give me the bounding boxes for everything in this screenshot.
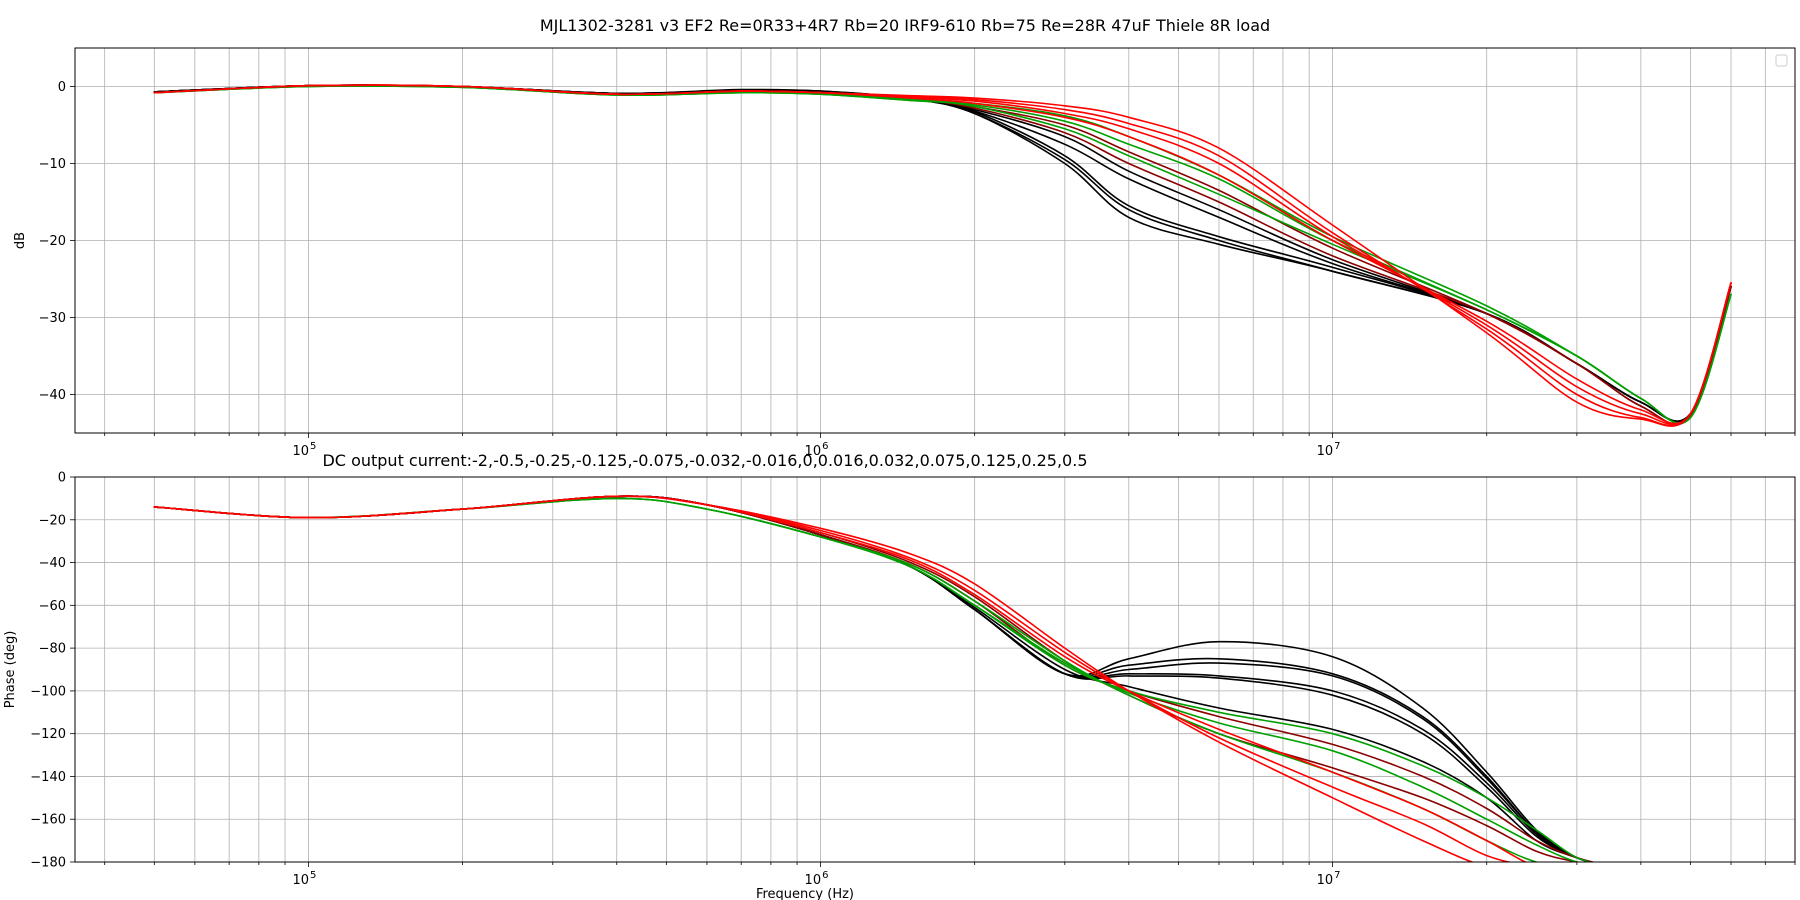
phase-xtick-exponent: 7 <box>1334 870 1340 881</box>
phase-ytick-label: −100 <box>30 684 66 699</box>
mag-series-group <box>153 84 1732 427</box>
mag-xtick-exponent: 7 <box>1334 441 1340 452</box>
phase-xlabel: Frequency (Hz) <box>756 887 854 900</box>
phase-ylabel: Phase (deg) <box>3 631 18 709</box>
phase-panel-title: DC output current:-2,-0.5,-0.25,-0.125,-… <box>322 451 1087 470</box>
phase-ytick-label: −40 <box>39 556 66 571</box>
phase-xtick-exponent: 6 <box>822 870 828 881</box>
phase-ytick-label: −80 <box>39 642 66 657</box>
mag-ytick-label: 0 <box>58 80 66 95</box>
mag-series-line-14 <box>153 84 1732 427</box>
mag-xtick-exponent: 6 <box>822 441 828 452</box>
legend-box <box>1775 54 1788 67</box>
phase-axes-frame <box>74 476 1796 863</box>
phase-ytick-label: −120 <box>30 727 66 742</box>
mag-ytick-label: −20 <box>39 234 66 249</box>
phase-ytick-label: −140 <box>30 770 66 785</box>
mag-xtick-exponent: 5 <box>310 441 316 452</box>
figure-title: MJL1302-3281 v3 EF2 Re=0R33+4R7 Rb=20 IR… <box>540 16 1270 35</box>
phase-ytick-label: −180 <box>30 856 66 871</box>
phase-ytick-label: −20 <box>39 513 66 528</box>
mag-ylabel: dB <box>13 232 28 249</box>
phase-ytick-label: −60 <box>39 599 66 614</box>
phase-series-line-14 <box>153 495 1475 862</box>
mag-ytick-label: −10 <box>39 157 66 172</box>
phase-ytick-label: 0 <box>58 471 66 486</box>
phase-series-group <box>153 495 1596 862</box>
phase-xtick-exponent: 5 <box>310 870 316 881</box>
mag-ytick-label: −30 <box>39 311 66 326</box>
mag-ytick-label: −40 <box>39 388 66 403</box>
phase-ytick-label: −160 <box>30 813 66 828</box>
mag-axes-frame <box>74 47 1796 434</box>
